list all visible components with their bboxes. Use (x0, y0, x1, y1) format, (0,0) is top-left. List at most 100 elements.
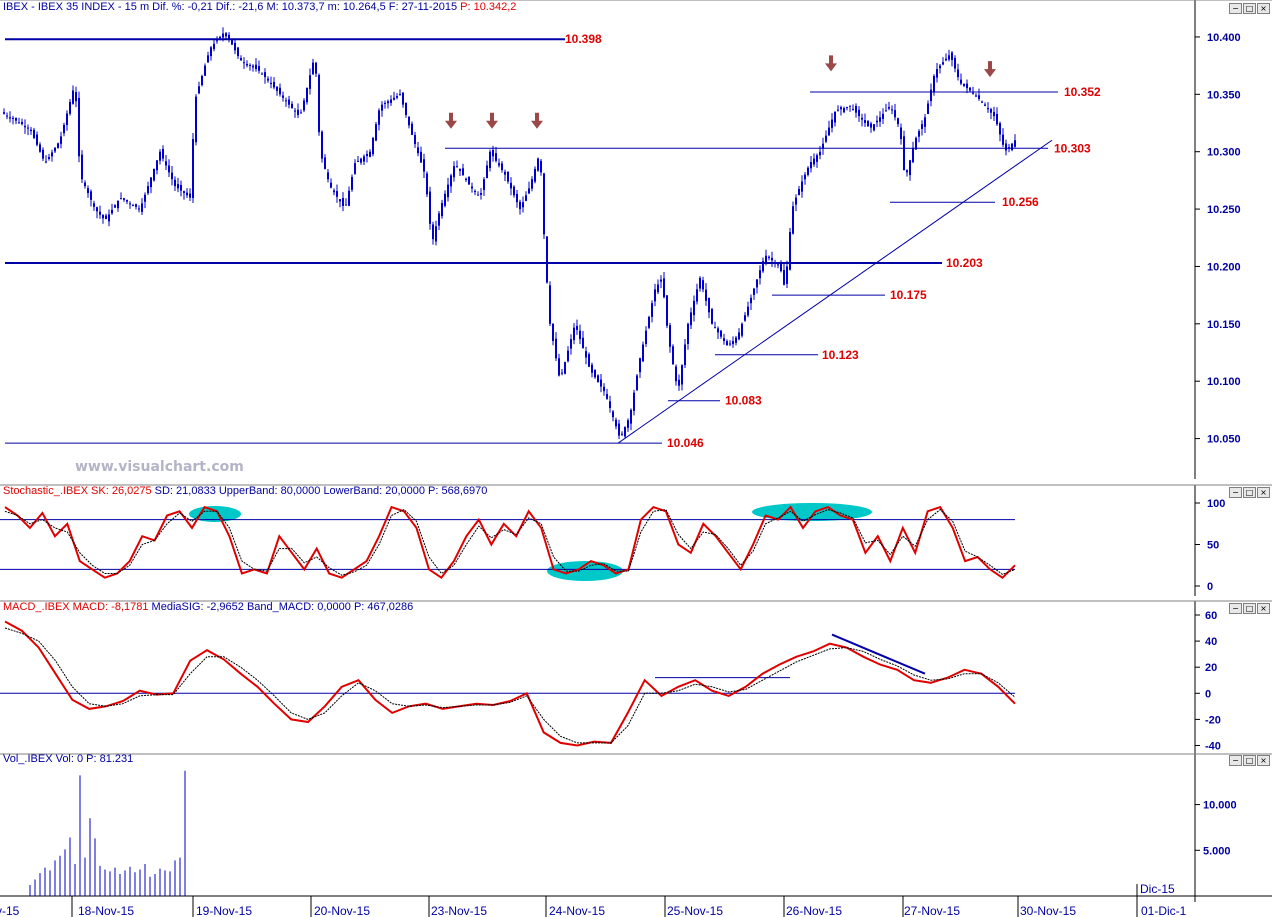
stoch-axis-label: 0 (1207, 581, 1213, 593)
candle-body (360, 158, 362, 163)
candle-body (561, 372, 563, 374)
candle-body (777, 264, 779, 266)
candle-body (201, 75, 203, 86)
candle-body (231, 40, 233, 45)
candle-body (150, 177, 152, 188)
macd-axis-label: -20 (1205, 714, 1221, 726)
candle-body (996, 113, 998, 125)
candle-body (300, 112, 302, 114)
candle-body (342, 198, 344, 207)
candle-body (39, 144, 41, 152)
candle-body (288, 99, 290, 105)
candle-body (339, 199, 341, 202)
close-button[interactable]: × (1257, 603, 1270, 614)
candle-body (714, 327, 716, 329)
down-arrow-icon (486, 112, 498, 129)
candle-body (933, 75, 935, 93)
candle-body (486, 165, 488, 179)
candle-body (927, 103, 929, 114)
candle-body (276, 86, 278, 91)
candle-body (345, 204, 347, 206)
minimize-button[interactable]: − (1229, 603, 1242, 614)
candle-body (519, 201, 521, 210)
candle-body (168, 165, 170, 173)
candle-body (324, 157, 326, 169)
candle-body (429, 191, 431, 224)
candle-body (867, 120, 869, 127)
minimize-button[interactable]: − (1229, 755, 1242, 766)
down-arrow-icon (445, 112, 457, 129)
candle-body (555, 338, 557, 359)
candle-body (894, 110, 896, 118)
candle-body (756, 279, 758, 288)
candle-body (618, 423, 620, 436)
candle-body (81, 154, 83, 180)
maximize-button[interactable]: □ (1243, 755, 1256, 766)
candle-body (48, 157, 50, 160)
candle-body (573, 327, 575, 341)
candle-body (717, 328, 719, 333)
candle-body (657, 284, 659, 293)
candle-body (504, 171, 506, 175)
candle-body (906, 170, 908, 173)
candle-body (126, 199, 128, 202)
close-button[interactable]: × (1257, 3, 1270, 14)
candle-body (258, 66, 260, 71)
close-button[interactable]: × (1257, 755, 1270, 766)
candle-body (537, 158, 539, 171)
candle-body (942, 62, 944, 65)
time-axis-label: 26-Nov-15 (786, 904, 842, 917)
candle-body (375, 124, 377, 141)
candle-body (600, 379, 602, 387)
maximize-button[interactable]: □ (1243, 3, 1256, 14)
candle-body (936, 69, 938, 78)
close-button[interactable]: × (1257, 487, 1270, 498)
candle-body (426, 173, 428, 195)
candle-body (735, 337, 737, 343)
candle-body (435, 226, 437, 242)
candle-body (870, 123, 872, 128)
minimize-button[interactable]: − (1229, 3, 1242, 14)
price-axis-label: 10.250 (1207, 204, 1241, 216)
candle-body (222, 33, 224, 38)
candle-body (972, 92, 974, 94)
candle-body (738, 332, 740, 340)
candle-body (198, 86, 200, 94)
maximize-button[interactable]: □ (1243, 603, 1256, 614)
candle-body (159, 151, 161, 161)
candle-body (393, 97, 395, 100)
candle-body (306, 87, 308, 103)
time-axis-label: 27-Nov-15 (904, 904, 960, 917)
candle-body (390, 99, 392, 103)
candle-body (792, 206, 794, 234)
candle-body (669, 325, 671, 347)
candle-body (240, 57, 242, 61)
candle-body (861, 117, 863, 120)
candle-body (576, 325, 578, 330)
candle-body (396, 96, 398, 98)
candle-body (183, 191, 185, 194)
candle-body (540, 160, 542, 173)
time-axis-label: 20-Nov-15 (314, 904, 370, 917)
candle-body (273, 81, 275, 88)
candle-body (525, 195, 527, 201)
candle-body (492, 149, 494, 157)
candle-body (285, 100, 287, 102)
candle-body (954, 58, 956, 69)
candle-body (213, 43, 215, 50)
maximize-button[interactable]: □ (1243, 487, 1256, 498)
candle-body (249, 64, 251, 66)
candle-body (216, 40, 218, 42)
candle-body (42, 149, 44, 159)
candle-body (789, 232, 791, 270)
minimize-button[interactable]: − (1229, 487, 1242, 498)
candle-body (219, 36, 221, 39)
candle-body (483, 179, 485, 190)
candle-body (348, 190, 350, 206)
candle-body (651, 303, 653, 317)
candle-body (129, 203, 131, 205)
candle-body (207, 55, 209, 63)
candle-body (642, 344, 644, 362)
candle-body (447, 184, 449, 198)
candle-body (750, 297, 752, 304)
